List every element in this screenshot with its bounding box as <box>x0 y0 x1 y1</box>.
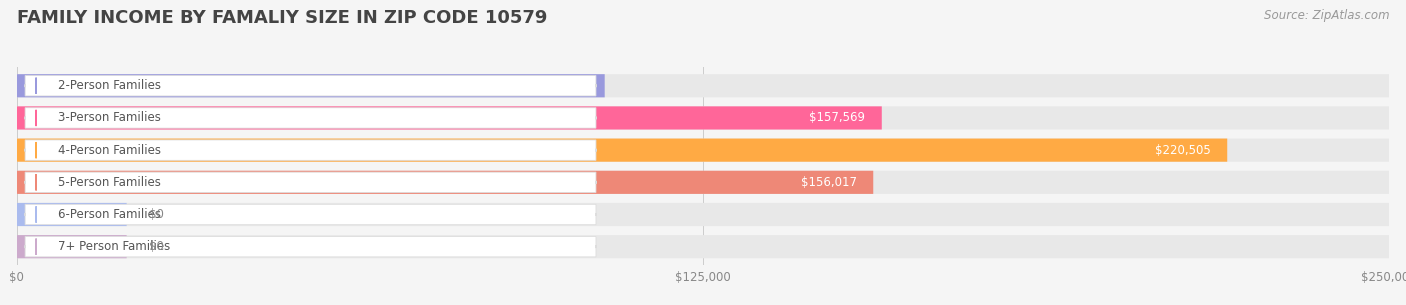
Text: $156,017: $156,017 <box>801 176 856 189</box>
FancyBboxPatch shape <box>25 140 596 160</box>
FancyBboxPatch shape <box>25 76 596 96</box>
Text: 7+ Person Families: 7+ Person Families <box>58 240 170 253</box>
FancyBboxPatch shape <box>17 138 1389 162</box>
FancyBboxPatch shape <box>17 235 127 258</box>
FancyBboxPatch shape <box>25 204 596 225</box>
FancyBboxPatch shape <box>17 74 1389 97</box>
FancyBboxPatch shape <box>17 171 1389 194</box>
Text: 2-Person Families: 2-Person Families <box>58 79 162 92</box>
Text: $157,569: $157,569 <box>810 111 865 124</box>
FancyBboxPatch shape <box>17 235 1389 258</box>
Text: 6-Person Families: 6-Person Families <box>58 208 162 221</box>
Text: 5-Person Families: 5-Person Families <box>58 176 160 189</box>
Text: $0: $0 <box>149 240 163 253</box>
Text: $107,091: $107,091 <box>533 79 588 92</box>
FancyBboxPatch shape <box>17 138 1227 162</box>
FancyBboxPatch shape <box>17 74 605 97</box>
FancyBboxPatch shape <box>17 106 1389 130</box>
Text: $0: $0 <box>149 208 163 221</box>
Text: 4-Person Families: 4-Person Families <box>58 144 162 157</box>
Text: $220,505: $220,505 <box>1154 144 1211 157</box>
FancyBboxPatch shape <box>25 236 596 257</box>
FancyBboxPatch shape <box>17 171 873 194</box>
Text: Source: ZipAtlas.com: Source: ZipAtlas.com <box>1264 9 1389 22</box>
FancyBboxPatch shape <box>25 172 596 192</box>
Text: FAMILY INCOME BY FAMALIY SIZE IN ZIP CODE 10579: FAMILY INCOME BY FAMALIY SIZE IN ZIP COD… <box>17 9 547 27</box>
FancyBboxPatch shape <box>17 106 882 130</box>
FancyBboxPatch shape <box>25 108 596 128</box>
FancyBboxPatch shape <box>17 203 1389 226</box>
Text: 3-Person Families: 3-Person Families <box>58 111 160 124</box>
FancyBboxPatch shape <box>17 203 127 226</box>
